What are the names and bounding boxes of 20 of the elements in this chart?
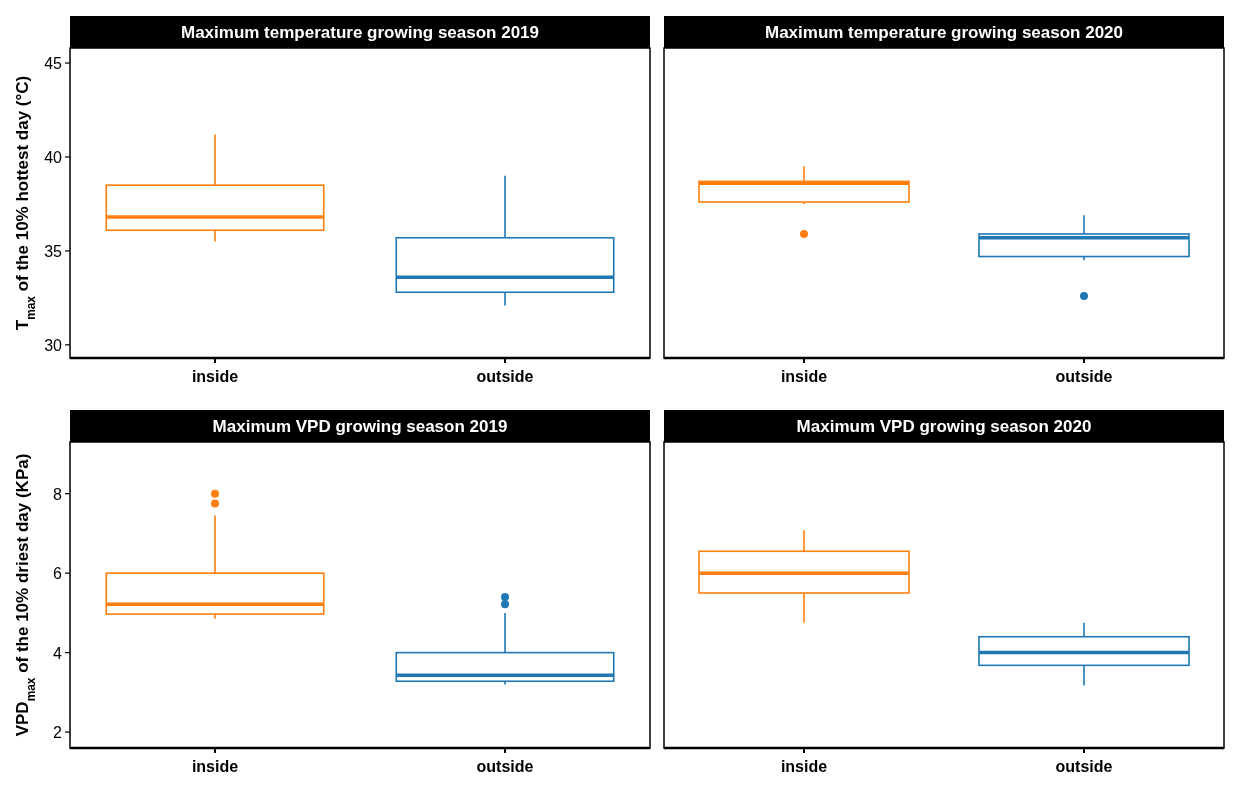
x-tick-label: outside (1055, 758, 1113, 775)
x-tick-label: inside (191, 368, 239, 385)
y-tick-label: 45 (44, 55, 63, 73)
y-tick-label: 35 (44, 242, 63, 260)
chart-title: Maximum temperature growing season 2019 (180, 23, 540, 42)
x-tick-label: inside (780, 368, 828, 385)
x-tick-label: outside (1055, 368, 1113, 385)
chart-title: Maximum temperature growing season 2020 (764, 23, 1124, 42)
x-tick-label: inside (191, 758, 239, 775)
y-tick-label: 30 (44, 336, 63, 354)
y-tick-label: 40 (44, 148, 63, 166)
x-tick-label: outside (476, 758, 534, 775)
chart-title: Maximum VPD growing season 2020 (796, 417, 1092, 436)
chart-title: Maximum VPD growing season 2019 (212, 417, 508, 436)
x-tick-label: inside (780, 758, 828, 775)
x-tick-label: outside (476, 368, 534, 385)
y-tick-label: 6 (53, 565, 63, 583)
y-tick-label: 2 (53, 724, 63, 742)
y-tick-label: 4 (53, 644, 63, 662)
y-tick-label: 8 (53, 485, 63, 503)
